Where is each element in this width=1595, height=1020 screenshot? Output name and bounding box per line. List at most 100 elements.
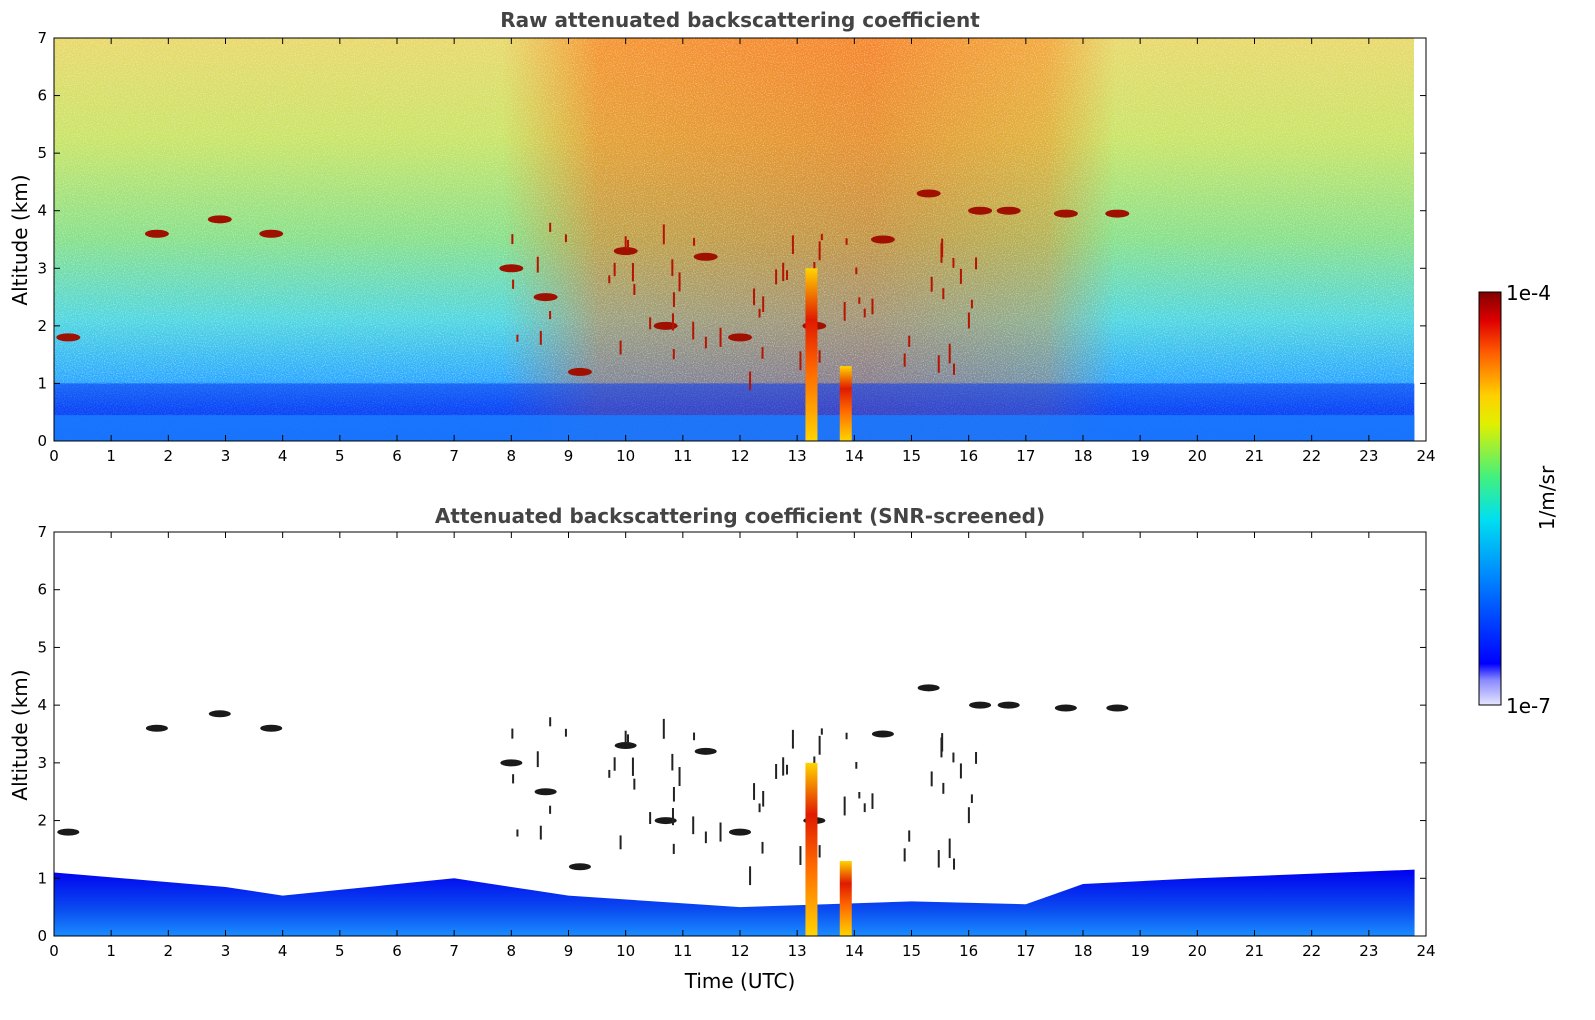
- bottom-x-tick-label: 20: [1188, 942, 1207, 960]
- bottom-precip-streak: [967, 807, 970, 824]
- top-precip-streak: [908, 335, 911, 347]
- bottom-x-tick-label: 18: [1073, 942, 1092, 960]
- bottom-precip-streak: [672, 843, 675, 855]
- top-x-tick-label: 9: [564, 447, 574, 465]
- bottom-cloud-patch: [1054, 704, 1077, 712]
- bottom-precip-streak: [948, 838, 951, 859]
- top-y-axis-label: Altitude (km): [8, 174, 32, 305]
- top-x-tick-label: 3: [221, 447, 231, 465]
- top-precip-streak: [820, 233, 823, 241]
- bottom-cloud-patch: [568, 863, 591, 871]
- top-cloud-patch: [693, 252, 718, 261]
- bottom-y-tick-label: 7: [37, 523, 47, 541]
- top-precip-streak: [818, 350, 821, 363]
- top-precip-streak: [813, 261, 816, 273]
- top-cloud-patch: [144, 229, 169, 238]
- top-precip-streak: [619, 340, 622, 355]
- top-precip-streak: [678, 272, 681, 292]
- bottom-cloud-patch: [57, 828, 80, 836]
- top-precip-streak: [511, 234, 514, 245]
- top-precip-streak: [624, 236, 627, 249]
- bottom-y-tick-label: 2: [37, 812, 47, 830]
- top-precip-streak: [843, 301, 846, 321]
- top-precip-streak: [564, 234, 567, 243]
- bottom-precip-streak: [539, 825, 542, 840]
- bottom-precip-streak: [843, 796, 846, 816]
- bottom-precip-streak: [820, 728, 823, 735]
- top-cloud-patch: [1053, 209, 1078, 218]
- bottom-precip-streak: [871, 793, 874, 809]
- top-cloud-patch: [56, 333, 81, 342]
- bottom-x-tick-label: 24: [1416, 942, 1435, 960]
- top-precip-streak: [937, 355, 940, 373]
- bottom-x-tick-label: 9: [564, 942, 574, 960]
- bottom-precip-streak: [953, 858, 956, 870]
- bottom-cloud-patch: [997, 701, 1020, 709]
- top-y-tick-label: 5: [37, 144, 47, 162]
- bottom-x-tick-label: 5: [335, 942, 345, 960]
- bottom-precip-streak: [791, 729, 794, 749]
- bottom-precip-streak: [758, 803, 761, 813]
- top-precip-streak: [818, 241, 821, 261]
- top-precip-streak: [855, 267, 858, 275]
- top-precip-streak: [649, 317, 652, 330]
- top-cloud-patch: [870, 235, 895, 244]
- top-y-tick-label: 3: [37, 259, 47, 277]
- top-precip-streak: [749, 371, 752, 391]
- bottom-precip-streak: [782, 757, 785, 776]
- bottom-boundary-layer: [54, 869, 1415, 936]
- bottom-cloud-patch: [1106, 704, 1129, 712]
- bottom-cloud-patch: [969, 701, 992, 709]
- top-precip-streak: [662, 224, 665, 245]
- top-cloud-patch: [1105, 209, 1130, 218]
- bottom-strong-column: [805, 762, 818, 936]
- top-y-tick-label: 4: [37, 202, 47, 220]
- top-cloud-patch: [207, 215, 232, 224]
- bottom-cloud-patch: [208, 710, 231, 718]
- top-cloud-patch: [996, 206, 1021, 215]
- bottom-precip-streak: [749, 866, 752, 886]
- bottom-precip-streak: [608, 769, 611, 778]
- top-x-tick-label: 5: [335, 447, 345, 465]
- bottom-precip-streak: [970, 794, 973, 804]
- top-precip-streak: [672, 349, 675, 360]
- bottom-y-tick-label: 3: [37, 754, 47, 772]
- bottom-precip-streak: [678, 767, 681, 786]
- top-x-tick-label: 19: [1131, 447, 1150, 465]
- top-panel-title: Raw attenuated backscattering coefficien…: [500, 8, 980, 32]
- colorbar-max-label: 1e-4: [1506, 281, 1551, 305]
- top-precip-streak: [940, 242, 943, 263]
- bottom-x-tick-label: 10: [616, 942, 635, 960]
- top-precip-streak: [845, 238, 848, 245]
- top-precip-streak: [758, 308, 761, 318]
- bottom-precip-streak: [511, 728, 514, 739]
- bottom-precip-streak: [719, 822, 722, 842]
- top-precip-streak: [549, 222, 552, 232]
- top-cloud-patch: [533, 293, 558, 302]
- top-precip-streak: [953, 363, 956, 375]
- colorbar-unit-label: 1/m/sr: [1535, 465, 1559, 530]
- bottom-precip-streak: [813, 756, 816, 768]
- top-precip-streak: [858, 297, 861, 304]
- top-precip-streak: [761, 347, 764, 359]
- top-no-data-region: [1414, 38, 1426, 441]
- x-axis-label: Time (UTC): [684, 969, 796, 993]
- top-precip-streak: [975, 257, 978, 270]
- bottom-precip-streak: [649, 812, 652, 824]
- top-x-tick-label: 4: [278, 447, 288, 465]
- top-precip-streak: [786, 270, 789, 280]
- top-y-tick-label: 2: [37, 317, 47, 335]
- top-x-tick-label: 11: [673, 447, 692, 465]
- bottom-precip-streak: [818, 845, 821, 858]
- bottom-x-tick-label: 6: [392, 942, 402, 960]
- top-precip-streak: [672, 292, 675, 307]
- bottom-y-tick-label: 0: [37, 927, 47, 945]
- colorbar-gradient: [1478, 291, 1502, 706]
- bottom-precip-streak: [671, 808, 674, 826]
- top-precip-streak: [775, 269, 778, 285]
- top-precip-streak: [791, 235, 794, 255]
- bottom-precip-streak: [845, 732, 848, 740]
- bottom-cloud-patch: [534, 788, 557, 796]
- top-x-tick-label: 21: [1245, 447, 1264, 465]
